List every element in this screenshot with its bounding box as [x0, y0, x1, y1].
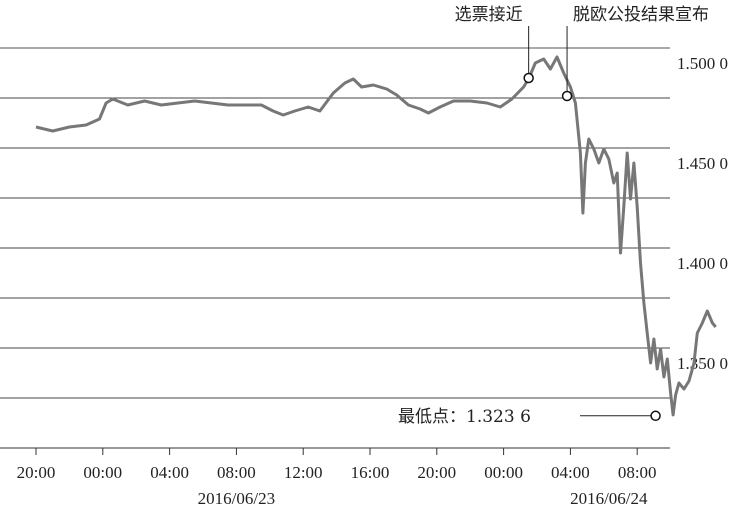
annotation-label: 选票接近 [455, 5, 523, 25]
x-tick-label: 20:00 [17, 463, 56, 482]
date-label: 2016/06/24 [570, 489, 648, 508]
y-tick-label: 1.450 0 [677, 154, 728, 173]
axes [0, 47, 670, 449]
annotation-marker [650, 410, 661, 422]
gridlines [0, 47, 670, 449]
annotation-marker [561, 90, 573, 102]
y-tick-label: 1.400 0 [677, 254, 728, 273]
x-tick-label: 08:00 [618, 463, 657, 482]
annotation-marker [523, 72, 534, 84]
x-tick-label: 12:00 [284, 463, 323, 482]
y-tick-label: 1.350 0 [677, 354, 728, 373]
date-label: 2016/06/23 [198, 489, 275, 508]
annotation-label: 脱欧公投结果宣布 [573, 5, 709, 25]
annotation-label: 最低点：1.323 6 [398, 407, 531, 427]
x-tick-label: 16:00 [351, 463, 390, 482]
x-tick-label: 20:00 [417, 463, 456, 482]
price-series-line [35, 55, 717, 417]
x-tick-label: 00:00 [83, 463, 122, 482]
x-tick-label: 00:00 [484, 463, 523, 482]
series-group [35, 55, 717, 417]
y-ticks: 1.500 0 1.450 0 1.400 0 1.350 0 [677, 54, 728, 373]
x-tick-label: 04:00 [150, 463, 189, 482]
x-tick-label: 08:00 [217, 463, 256, 482]
x-ticks: 20:00 00:00 04:00 08:00 12:00 16:00 20:00 00:00… [17, 448, 657, 508]
y-tick-label: 1.500 0 [677, 54, 728, 73]
x-tick-label: 04:00 [551, 463, 590, 482]
